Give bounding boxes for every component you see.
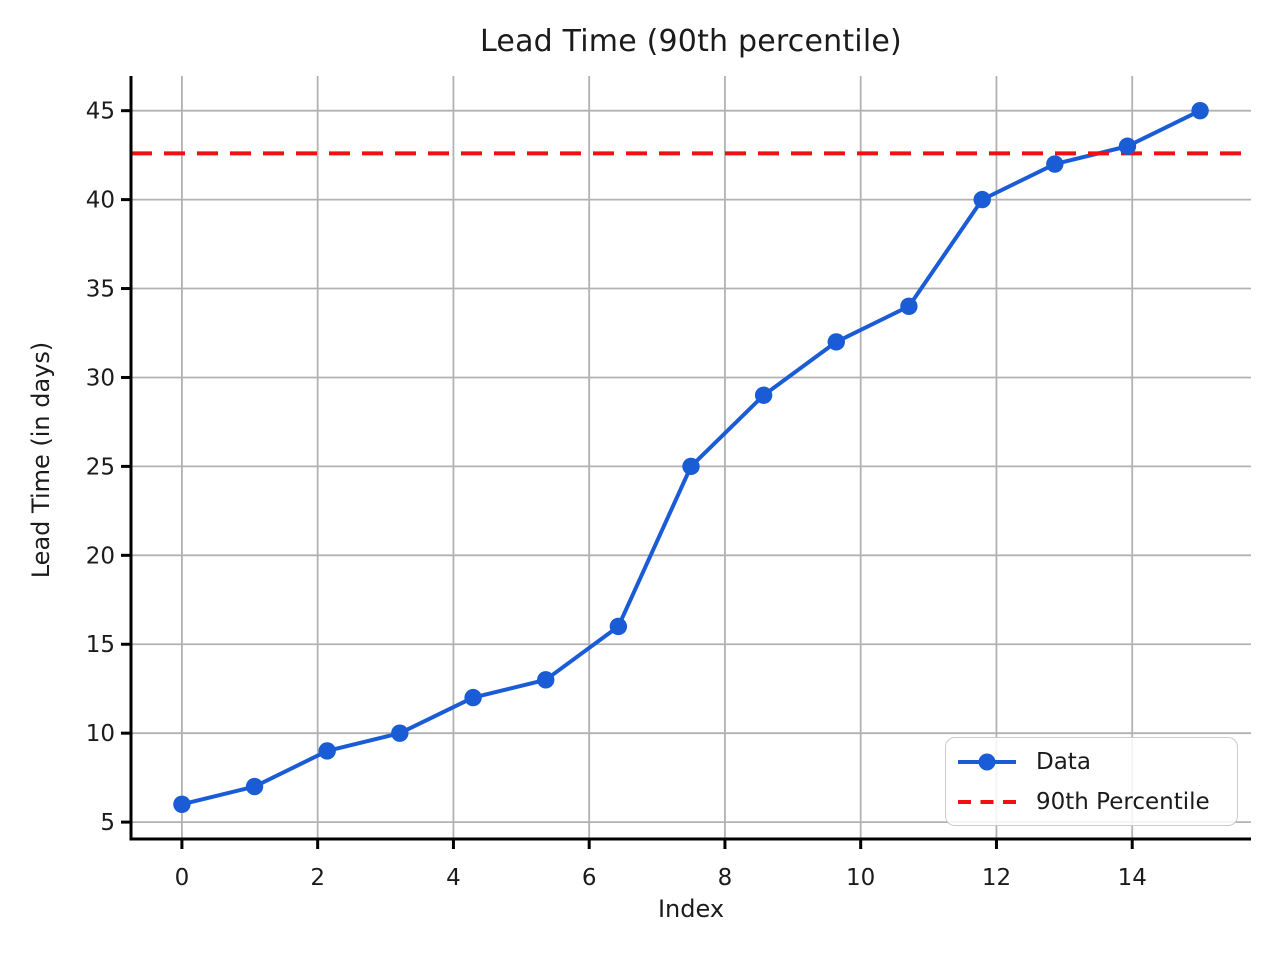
x-tick-label: 2 [310,865,325,891]
data-point-marker [1046,155,1064,173]
legend: Data 90th Percentile [945,737,1238,826]
x-tick-label: 4 [446,865,461,891]
legend-item-data: Data [956,746,1227,778]
y-tick-label: 15 [86,632,115,658]
legend-data-marker [978,753,996,770]
legend-item-percentile: 90th Percentile [956,786,1227,818]
data-point-marker [973,190,991,209]
y-tick-label: 25 [86,454,115,480]
data-point-marker [754,386,773,404]
data-point-marker [1118,137,1137,155]
y-tick-label: 5 [100,810,115,836]
y-tick-label: 40 [86,188,115,214]
y-tick-label: 10 [86,721,115,747]
data-point-marker [173,795,191,814]
data-point-marker [827,333,845,351]
x-tick-label: 14 [1118,865,1147,891]
line-marker-icon [958,753,1016,770]
y-tick-label: 35 [86,277,115,303]
data-point-marker [464,688,482,707]
x-tick-label: 12 [982,865,1011,891]
data-point-marker [537,671,555,689]
y-axis-label: Lead Time (in days) [27,341,55,579]
x-tick-label: 10 [846,865,875,891]
x-axis-label: Index [657,895,725,923]
data-point-marker [391,724,409,742]
y-tick-label: 45 [86,99,115,125]
data-point-marker [682,457,700,476]
y-tick-label: 30 [86,365,115,391]
x-tick-label: 8 [718,865,733,891]
data-point-marker [245,777,264,796]
data-point-marker [1191,101,1209,120]
legend-label-data: Data [1036,748,1091,775]
data-series-line [179,108,1203,807]
chart-title: Lead Time (90th percentile) [480,24,902,59]
legend-label-percentile: 90th Percentile [1036,788,1210,815]
dashed-line-icon [958,799,1016,804]
data-point-marker [318,742,336,760]
x-tick-label: 0 [175,865,190,891]
y-tick-label: 20 [86,543,115,569]
x-tick-label: 6 [582,865,597,891]
data-point-marker [900,297,918,316]
data-point-marker [609,617,628,636]
